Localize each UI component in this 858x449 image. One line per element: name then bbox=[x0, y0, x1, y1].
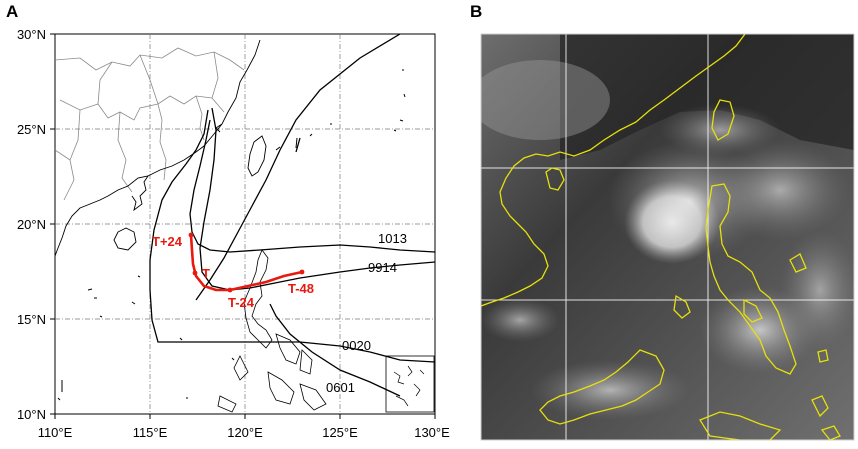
lon-tick-125: 125°E bbox=[322, 425, 358, 440]
dark-region bbox=[560, 34, 854, 160]
small-islands bbox=[57, 69, 406, 401]
track-fragment bbox=[295, 137, 301, 153]
time-label-t-minus-48: T-48 bbox=[288, 281, 314, 296]
track-9914-line bbox=[199, 107, 435, 291]
map-gridlines bbox=[55, 34, 435, 414]
lat-tick-10: 10°N bbox=[17, 407, 46, 422]
historic-tracks bbox=[149, 34, 435, 397]
track-0601-line bbox=[269, 303, 401, 397]
satellite-frame bbox=[480, 33, 855, 441]
lat-tick-15: 15°N bbox=[17, 312, 46, 327]
lon-tick-120: 120°E bbox=[227, 425, 263, 440]
lon-tick-110: 110°E bbox=[38, 425, 73, 440]
lat-tick-20: 20°N bbox=[17, 217, 46, 232]
cloud-east bbox=[710, 140, 850, 240]
track-label-0601: 0601 bbox=[326, 380, 355, 395]
satellite-image bbox=[480, 33, 855, 441]
cloud-west bbox=[481, 298, 560, 342]
taiwan-outline bbox=[247, 135, 267, 177]
time-label-t-plus-24: T+24 bbox=[152, 234, 183, 249]
lon-tick-130: 130°E bbox=[414, 425, 450, 440]
province-borders bbox=[55, 47, 245, 201]
panel-b-letter: B bbox=[470, 2, 483, 21]
track-label-0020: 0020 bbox=[342, 338, 371, 353]
time-label-t-minus-24: T-24 bbox=[228, 295, 255, 310]
panel-a-letter: A bbox=[6, 2, 19, 21]
track-1013-line bbox=[189, 119, 435, 253]
point-t-plus-24 bbox=[188, 232, 194, 238]
cloud-northwest bbox=[481, 60, 610, 140]
point-t-minus-24 bbox=[227, 287, 233, 293]
track-map: 1013 9914 0020 0601 T+24 T T-24 T-48 30°… bbox=[17, 27, 450, 440]
time-label-t: T bbox=[202, 266, 210, 281]
inset-map bbox=[385, 355, 435, 413]
cloud-far-east bbox=[780, 230, 854, 350]
satellite-grid bbox=[481, 34, 854, 440]
track-label-1013: 1013 bbox=[378, 231, 407, 246]
lat-tick-30: 30°N bbox=[17, 27, 46, 42]
highlight-track bbox=[188, 232, 305, 293]
point-t-minus-48 bbox=[299, 269, 305, 275]
map-ticks bbox=[50, 33, 436, 419]
lon-tick-115: 115°E bbox=[133, 425, 168, 440]
cloud-south bbox=[530, 360, 690, 420]
track-0020-line bbox=[149, 109, 435, 363]
cloud-taiwan bbox=[660, 104, 780, 156]
track-label-9914: 9914 bbox=[368, 260, 397, 275]
satellite-coastlines bbox=[481, 34, 841, 440]
lat-tick-25: 25°N bbox=[17, 122, 46, 137]
track-ne-line bbox=[195, 34, 401, 301]
point-t bbox=[192, 270, 198, 276]
highlight-track-line bbox=[189, 234, 303, 292]
